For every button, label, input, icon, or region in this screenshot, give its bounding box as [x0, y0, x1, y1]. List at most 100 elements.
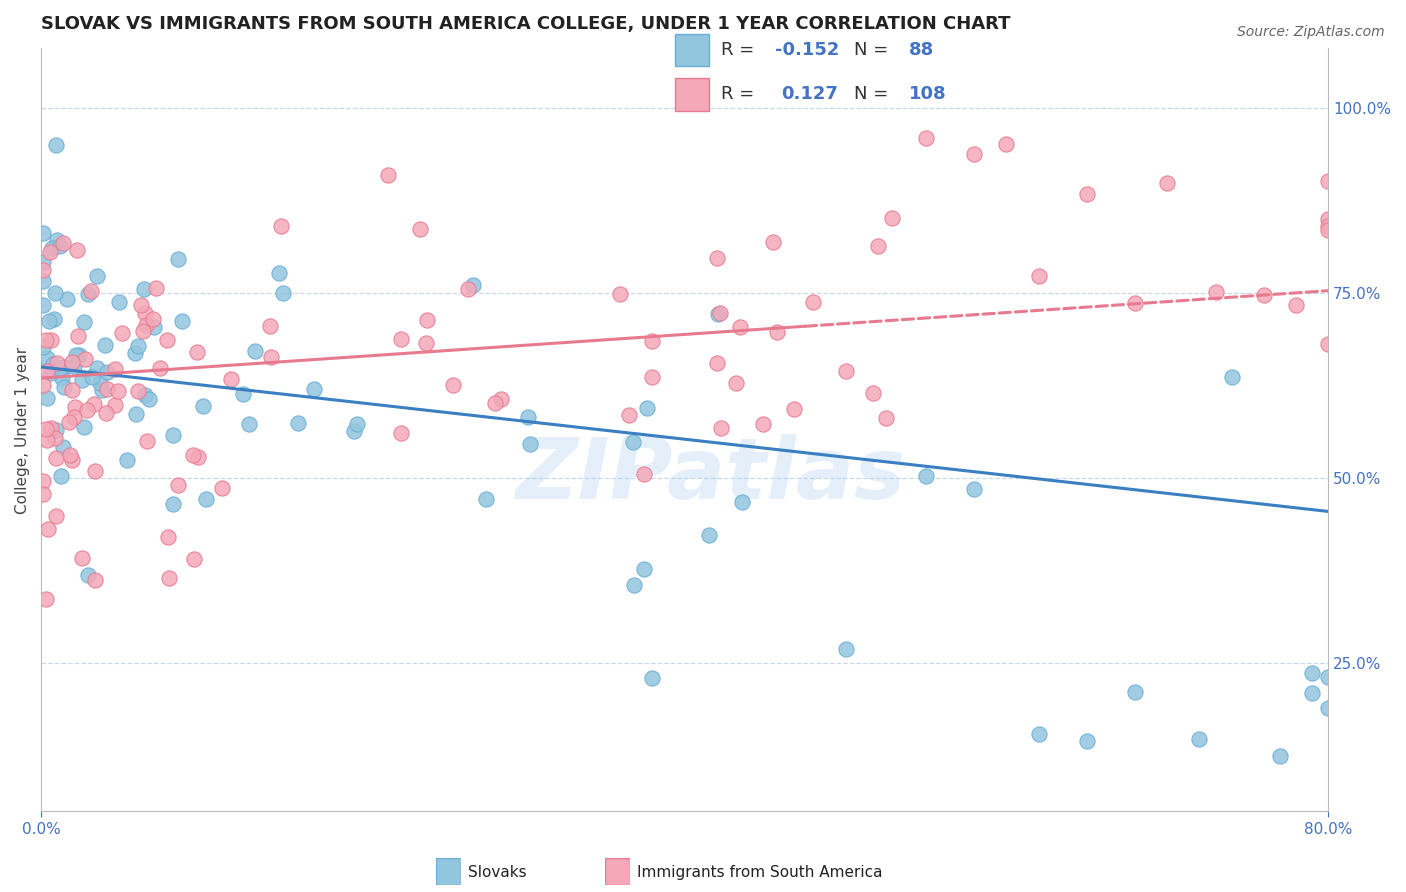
Point: [517, 410, 540, 425]
Point: [46, 356, 69, 370]
Point: [45, 509, 67, 524]
Text: 108: 108: [908, 86, 946, 103]
Point: [117, 452, 139, 467]
Point: [107, 384, 129, 398]
Point: [1317, 337, 1340, 351]
Point: [1253, 288, 1275, 302]
Point: [915, 469, 938, 483]
Point: [77, 568, 100, 582]
Point: [1123, 684, 1146, 698]
Point: [143, 320, 166, 334]
Point: [37, 522, 59, 536]
Point: [167, 478, 190, 492]
Point: [31, 274, 53, 288]
Point: [138, 392, 160, 406]
Point: [762, 235, 785, 250]
Point: [834, 364, 856, 378]
Point: [697, 528, 720, 542]
Point: [730, 319, 752, 334]
Point: [633, 467, 655, 481]
Point: [1028, 268, 1050, 283]
Point: [287, 416, 309, 430]
Point: [731, 495, 754, 509]
Point: [183, 552, 205, 566]
Point: [710, 421, 733, 435]
Point: [752, 417, 775, 431]
Point: [1317, 174, 1340, 188]
Point: [142, 312, 165, 326]
Point: [181, 448, 204, 462]
Point: [1301, 686, 1323, 700]
Text: N =: N =: [853, 86, 894, 103]
Point: [1188, 731, 1211, 746]
Point: [49, 469, 72, 483]
Point: [73, 419, 96, 434]
Point: [862, 386, 884, 401]
Point: [1317, 701, 1340, 715]
Point: [232, 387, 254, 401]
Point: [1156, 176, 1178, 190]
Point: [1205, 285, 1227, 299]
Point: [80, 370, 103, 384]
Text: R =: R =: [721, 41, 761, 59]
Point: [270, 219, 292, 233]
Text: Immigrants from South America: Immigrants from South America: [637, 865, 883, 880]
Point: [83, 464, 105, 478]
Text: R =: R =: [721, 86, 761, 103]
Point: [104, 398, 127, 412]
Point: [31, 474, 53, 488]
Point: [42, 357, 65, 371]
Point: [145, 280, 167, 294]
Point: [172, 314, 194, 328]
Point: [58, 415, 80, 429]
Point: [1076, 186, 1098, 201]
Bar: [675, 78, 709, 111]
Point: [63, 400, 86, 414]
Point: [484, 396, 506, 410]
Point: [104, 362, 127, 376]
Point: [389, 332, 412, 346]
Text: Source: ZipAtlas.com: Source: ZipAtlas.com: [1237, 25, 1385, 39]
Text: N =: N =: [853, 41, 894, 59]
Point: [1317, 211, 1340, 226]
Point: [66, 243, 89, 257]
Point: [302, 383, 325, 397]
Point: [31, 487, 53, 501]
Point: [39, 333, 62, 347]
Point: [162, 428, 184, 442]
Point: [491, 392, 513, 407]
Point: [709, 306, 731, 320]
Point: [416, 313, 439, 327]
Point: [162, 497, 184, 511]
Point: [80, 285, 103, 299]
Point: [31, 227, 53, 241]
Point: [35, 351, 58, 365]
Point: [76, 287, 98, 301]
Point: [1220, 370, 1243, 384]
Point: [38, 313, 60, 327]
Point: [52, 359, 75, 374]
Point: [134, 306, 156, 320]
Point: [243, 344, 266, 359]
Point: [110, 326, 132, 340]
Point: [609, 286, 631, 301]
Point: [238, 417, 260, 432]
Point: [641, 370, 664, 384]
Point: [67, 348, 90, 362]
Point: [66, 328, 89, 343]
Point: [636, 401, 658, 416]
Point: [995, 136, 1018, 151]
Text: SLOVAK VS IMMIGRANTS FROM SOUTH AMERICA COLLEGE, UNDER 1 YEAR CORRELATION CHART: SLOVAK VS IMMIGRANTS FROM SOUTH AMERICA …: [41, 15, 1011, 33]
Point: [41, 241, 63, 255]
Point: [44, 311, 66, 326]
Point: [783, 401, 806, 416]
Point: [1317, 219, 1340, 234]
Point: [52, 380, 75, 394]
Point: [52, 440, 75, 454]
Point: [96, 366, 118, 380]
Point: [83, 573, 105, 587]
Point: [346, 417, 368, 431]
Point: [834, 641, 856, 656]
Point: [44, 285, 66, 300]
Point: [211, 481, 233, 495]
